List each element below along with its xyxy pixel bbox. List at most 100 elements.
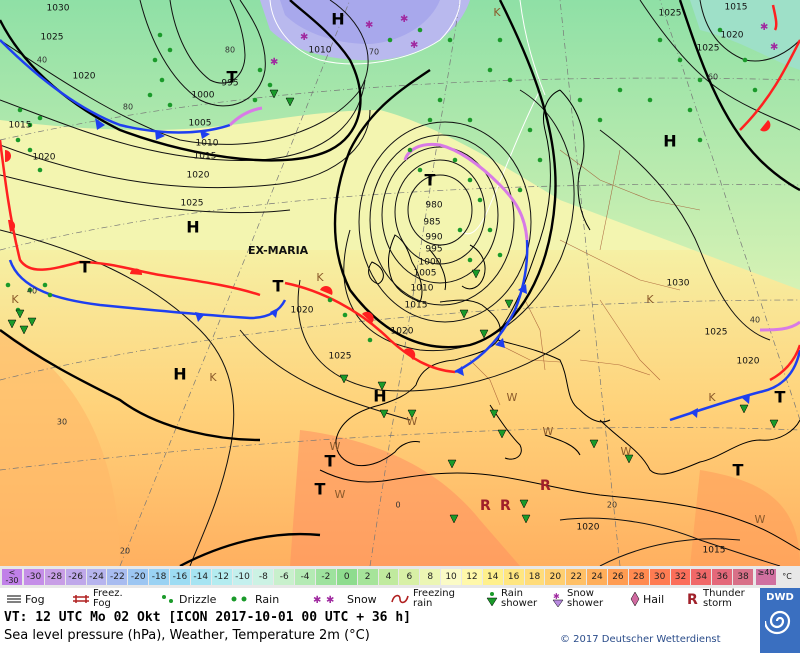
freezing-fog-icon: [73, 595, 89, 603]
weather-map: ✱ ✱ ✱ ✱ ✱ ✱ ✱ R R R 10301025102010151020…: [0, 0, 800, 566]
temperature-label: 40: [27, 287, 37, 296]
svg-text:✱: ✱: [270, 57, 278, 68]
pressure-center: H: [186, 218, 199, 237]
borders: [469, 149, 701, 406]
storm-label: EX-MARIA: [248, 244, 309, 257]
isobar-label: 1025: [329, 352, 352, 362]
pressure-center: T: [273, 277, 284, 296]
legend-rain-shower: Rain shower: [486, 589, 551, 609]
temperature-label: 40: [750, 316, 760, 325]
occluded-front-scandinavia: [403, 142, 529, 241]
cold-front-europe: [454, 239, 529, 376]
temperature-label: 80: [123, 103, 133, 112]
cool-field: [0, 0, 800, 290]
cold-front-atlantic: [0, 39, 231, 140]
scale-step: 6: [399, 569, 420, 585]
scale-step: -24: [86, 569, 107, 585]
isobar-label: 1025: [659, 9, 682, 19]
snow-shower-icon: ✱: [552, 592, 564, 607]
freezing-rain-icon: [391, 594, 409, 604]
dwd-spiral-icon: [763, 610, 791, 635]
temperature-label: 70: [369, 48, 379, 57]
scale-step: 26: [608, 569, 628, 585]
legend-label: Fog: [25, 592, 45, 606]
temperature-label: 30: [57, 418, 67, 427]
cold-front-south: [8, 259, 287, 322]
temperature-label: 20: [607, 501, 617, 510]
isobar-label: 990: [425, 233, 442, 243]
weather-letter: K: [209, 371, 217, 384]
scale-bar: -30 -28 -26 -24 -22 -20 -18 -16 -14 -12 -10 -8 -6 -4-…: [24, 566, 754, 588]
svg-text:✱: ✱: [365, 20, 373, 31]
scale-step: -14: [190, 569, 211, 585]
isobar-label: 985: [423, 218, 440, 228]
occluded-front-iceland: [228, 106, 263, 127]
drizzle-icon: [162, 595, 173, 603]
weather-letter-labels: K K K K K K W W W W W W W: [11, 6, 765, 526]
snow-symbols: ✱ ✱ ✱ ✱ ✱ ✱ ✱: [270, 14, 778, 68]
graticule: [0, 0, 800, 566]
scale-step: 38: [733, 569, 753, 585]
isobar-label: 1025: [41, 33, 64, 43]
copyright: © 2017 Deutscher Wetterdienst: [560, 634, 721, 645]
svg-text:✱: ✱: [760, 22, 768, 33]
scale-step: 28: [628, 569, 649, 585]
scale-step: 36: [712, 569, 733, 585]
isobar-label: 995: [425, 245, 442, 255]
scale-step: -8: [253, 569, 274, 585]
fronts-east: [669, 4, 800, 422]
pressure-center: T: [775, 388, 786, 407]
svg-text:✱: ✱: [770, 42, 778, 53]
legend-fog: Fog: [6, 589, 45, 609]
svg-text:✱: ✱: [553, 592, 560, 601]
isobar-label: 1015: [405, 301, 428, 311]
pressure-center: H: [663, 132, 676, 151]
weather-letter: K: [316, 271, 324, 284]
svg-text:✱: ✱: [313, 595, 321, 606]
cold-russia-field: [690, 0, 800, 70]
svg-text:R: R: [500, 498, 511, 514]
hail-icon: [630, 591, 640, 607]
temperature-label: 40: [37, 56, 47, 65]
isobar-label: 1015: [9, 121, 32, 131]
scale-step: 14: [482, 569, 503, 585]
pressure-center: T: [425, 171, 436, 190]
scale-step: -26: [65, 569, 86, 585]
scale-step: -18: [149, 569, 169, 585]
scale-step: -28: [44, 569, 65, 585]
legend-label: Hail: [643, 592, 665, 606]
scale-step: 32: [670, 569, 691, 585]
isobar-label: 1020: [721, 31, 744, 41]
legend-label: Thunder storm: [703, 588, 745, 609]
pressure-center: T: [325, 452, 336, 471]
svg-text:✱: ✱: [400, 14, 408, 25]
legend-label: Freezing rain: [413, 588, 455, 609]
valid-time: VT: 12 UTC Mo 02 Okt [ICON 2017-10-01 00…: [4, 610, 411, 625]
svg-text:R: R: [687, 592, 698, 607]
rain-symbols: [5, 27, 758, 343]
isobar-label: 995: [221, 79, 238, 89]
isobar-label: 1005: [414, 269, 437, 279]
isobar-label: 1025: [705, 328, 728, 338]
scale-step: -2: [316, 569, 336, 585]
pressure-center: T: [80, 258, 91, 277]
svg-text:R: R: [480, 498, 491, 514]
rain-shower-symbols: [7, 89, 779, 524]
legend-label: Drizzle: [179, 592, 217, 606]
scale-step: -16: [170, 569, 190, 585]
isobar-label: 1030: [667, 279, 690, 289]
scale-step: 8: [420, 569, 441, 585]
legend-drizzle: Drizzle: [160, 589, 216, 609]
isobar-label: 1010: [196, 139, 219, 149]
weather-letter: K: [708, 391, 716, 404]
thunderstorm-symbols: R R R: [480, 478, 551, 514]
weather-letter: K: [11, 293, 19, 306]
temperature-label: 20: [120, 547, 130, 556]
pressure-center: T: [733, 461, 744, 480]
hot-egypt-field: [690, 470, 800, 566]
legend-hail: Hail: [630, 589, 664, 609]
legend-label: Rain: [255, 592, 280, 606]
scale-step: 2: [357, 569, 378, 585]
scale-step: 20: [545, 569, 566, 585]
isobar-label: 1005: [189, 119, 212, 129]
